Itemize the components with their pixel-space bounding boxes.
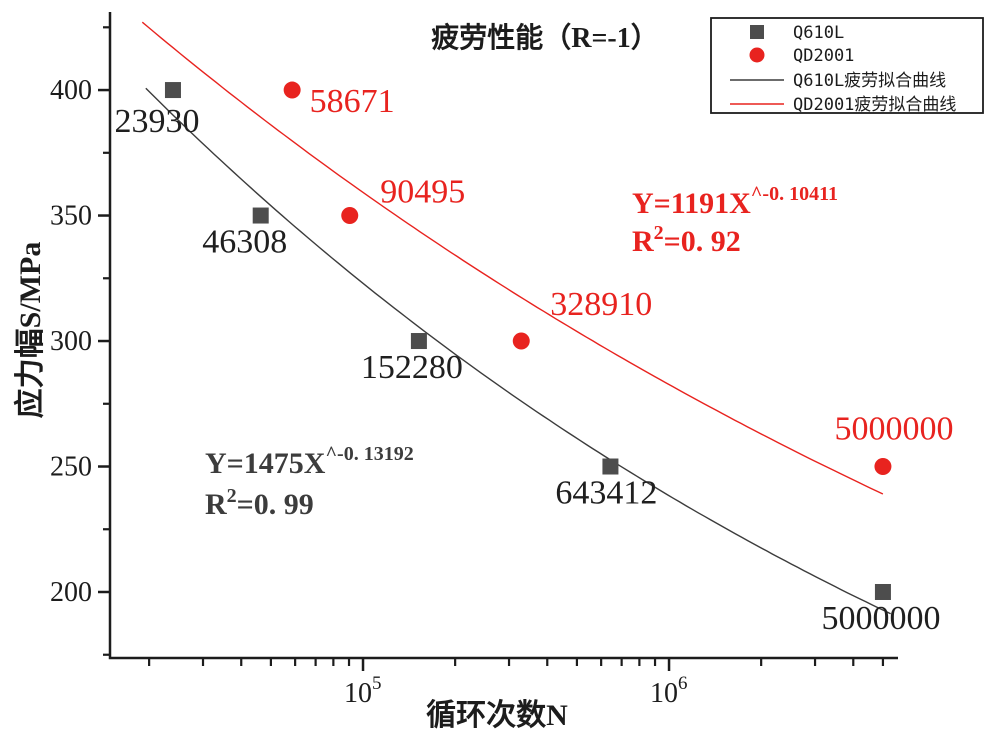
legend-item-Q610L疲劳拟合曲线: Q610L疲劳拟合曲线 [730,71,946,91]
data-point-label: 5000000 [834,411,953,448]
data-point-marker [512,332,530,350]
x-axis: 105 106 [148,658,885,709]
fit-equation: Y=1191X^-0. 10411 [632,183,838,220]
fit-curves [141,21,892,615]
axis-spines [108,12,898,660]
data-point-marker [252,207,269,224]
data-point-marker [283,81,301,99]
legend-item-QD2001: QD2001 [749,46,854,66]
legend: Q610L QD2001 Q610L疲劳拟合曲线 QD2001疲劳拟合曲线 [710,17,984,115]
data-point-label: 58671 [310,83,395,120]
data-point-marker [410,333,427,350]
fit-equation: Y=1475X^-0. 13192 [205,443,414,480]
data-point-marker [874,458,892,476]
legend-label: Q610L [793,23,844,43]
y-axis: 200 250 300 350 400 [50,26,110,656]
y-tick-label: 300 [50,326,92,357]
data-point-label: 90495 [380,174,465,211]
data-point-label: 23930 [114,103,199,140]
fit-annotation-Q610L疲劳拟合曲线: Y=1475X^-0. 13192 R2=0. 99 [205,443,414,521]
fit-r-squared: R2=0. 99 [205,485,314,521]
legend-square-swatch [750,25,764,39]
data-point-label: 643412 [555,475,657,512]
x-tick-label: 106 [650,673,688,709]
data-point-label: 46308 [202,224,287,261]
legend-label: QD2001疲劳拟合曲线 [793,95,956,115]
fit-r-squared: R2=0. 92 [632,222,741,258]
fit-curve-Q610L [145,87,892,615]
data-point-label: 152280 [361,349,463,386]
x-tick-label: 105 [344,673,382,709]
data-point-marker [602,458,619,475]
data-point-label: 328910 [550,286,652,323]
data-point-marker [874,583,891,600]
legend-item-QD2001疲劳拟合曲线: QD2001疲劳拟合曲线 [730,95,956,115]
y-tick-label: 400 [50,75,92,106]
x-axis-title: 循环次数N [426,699,568,732]
axes [108,12,898,660]
y-tick-label: 250 [50,452,92,483]
legend-item-Q610L: Q610L [750,23,844,43]
legend-label: QD2001 [793,46,854,66]
data-point-label: 5000000 [821,600,940,637]
y-tick-label: 350 [50,201,92,232]
series-Q610L: 23930 46308 152280 643412 5000000 [114,82,940,637]
y-axis-title: 应力幅S/MPa [13,242,47,419]
legend-circle-swatch [749,47,765,63]
y-tick-label: 200 [50,577,92,608]
data-point-marker [164,82,181,99]
data-point-marker [341,207,359,225]
chart-title: 疲劳性能（R=-1） [431,21,659,54]
fit-curve-QD2001 [141,21,884,495]
legend-label: Q610L疲劳拟合曲线 [793,71,946,91]
series-QD2001: 58671 90495 328910 5000000 [283,81,953,476]
